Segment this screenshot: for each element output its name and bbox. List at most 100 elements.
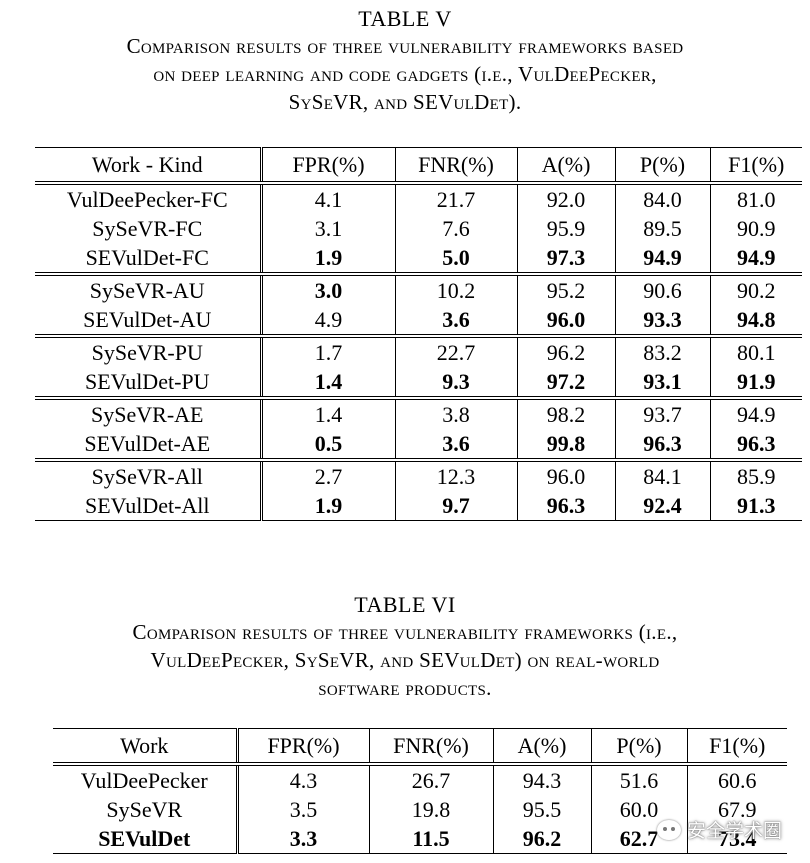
table-cell: 0.5 xyxy=(314,431,343,456)
table-row: SySeVR-All 2.7 12.3 96.0 84.1 85.9 xyxy=(35,458,802,491)
table6-header: Work FPR(%) FNR(%) A(%) P(%) F1(%) xyxy=(53,728,787,764)
table-cell: 3.6 xyxy=(394,429,517,460)
table-cell: 91.3 xyxy=(709,491,802,521)
table-row: VulDeePecker-FC 4.1 21.7 92.0 84.0 81.0 xyxy=(35,181,802,214)
watermark-text: 安全学术圈 xyxy=(686,820,782,842)
table5-caption: TABLE V Comparison results of three vuln… xyxy=(0,6,810,116)
table-cell: 10.2 xyxy=(394,272,517,305)
table-cell: 73.4 xyxy=(686,824,787,854)
row-label: SEVulDet-AE xyxy=(35,429,263,460)
table5-number: TABLE V xyxy=(358,6,452,31)
table-cell: 83.2 xyxy=(614,334,710,367)
row-label: SEVulDet xyxy=(53,824,239,854)
table-cell: 51.6 xyxy=(590,762,687,795)
table-cell: 4.9 xyxy=(314,307,343,332)
table-cell: 26.7 xyxy=(368,762,493,795)
table-cell: 92.0 xyxy=(516,181,615,214)
column-header: FNR(%) xyxy=(368,728,493,764)
column-header: FPR(%) xyxy=(292,152,365,177)
table-cell: 1.4 xyxy=(261,396,395,429)
table-cell: 80.1 xyxy=(709,334,802,367)
table6: Work FPR(%) FNR(%) A(%) P(%) F1(%) VulDe… xyxy=(53,728,787,854)
table-cell: 7.6 xyxy=(394,214,517,243)
column-header: P(%) xyxy=(590,728,687,764)
table-cell: 90.6 xyxy=(614,272,710,305)
table-row: SySeVR 3.5 19.8 95.5 60.0 67.9 xyxy=(53,795,787,824)
table-cell: 98.2 xyxy=(516,396,615,429)
table-cell: 93.7 xyxy=(614,396,710,429)
row-label: SEVulDet-All xyxy=(35,491,263,521)
table-cell: 1.9 xyxy=(314,245,343,270)
table-cell: 93.3 xyxy=(614,305,710,336)
table-cell: 84.1 xyxy=(614,458,710,491)
table-cell: 1.4 xyxy=(314,369,343,394)
watermark: 安全学术圈 xyxy=(656,816,782,843)
row-label: SySeVR-FC xyxy=(35,214,263,243)
table-cell: 81.0 xyxy=(709,181,802,214)
table-cell: 95.9 xyxy=(516,214,615,243)
table-cell: 94.9 xyxy=(709,396,802,429)
table5-row-group: SySeVR-All 2.7 12.3 96.0 84.1 85.9 SEVulDet-Al… xyxy=(35,458,802,521)
table-cell: 92.4 xyxy=(614,491,710,521)
table-cell: 12.3 xyxy=(394,458,517,491)
column-header: P(%) xyxy=(614,147,710,183)
table-cell: 96.3 xyxy=(614,429,710,460)
wechat-icon xyxy=(656,819,681,840)
table5-row-group: VulDeePecker-FC 4.1 21.7 92.0 84.0 81.0 SySeVR… xyxy=(35,181,802,274)
column-header: A(%) xyxy=(492,728,591,764)
table-cell: 94.8 xyxy=(709,305,802,336)
table6-number: TABLE VI xyxy=(354,592,456,617)
table-cell: 60.0 xyxy=(590,795,687,824)
row-label: SEVulDet-AU xyxy=(35,305,263,336)
row-label: SySeVR-All xyxy=(35,458,263,491)
table-row: VulDeePecker 4.3 26.7 94.3 51.6 60.6 xyxy=(53,762,787,795)
table-cell: 3.0 xyxy=(261,272,395,305)
table-cell: 96.0 xyxy=(516,305,615,336)
row-label: SySeVR xyxy=(53,795,239,824)
table6-caption-line: VulDeePecker, SySeVR, and SEVulDet) on r… xyxy=(150,648,660,672)
table-cell: 90.2 xyxy=(709,272,802,305)
table6-caption-line: software products. xyxy=(318,676,492,700)
table-cell: 96.3 xyxy=(709,429,802,460)
table-cell: 95.5 xyxy=(492,795,591,824)
table-row: SEVulDet 3.3 11.5 96.2 62.7 73.4 xyxy=(53,824,787,854)
table-row: SEVulDet-All 1.9 9.7 96.3 92.4 91.3 xyxy=(35,491,802,521)
table6-body: VulDeePecker 4.3 26.7 94.3 51.6 60.6 SySeVR 3.5… xyxy=(53,762,787,854)
table-row: SySeVR-PU 1.7 22.7 96.2 83.2 80.1 xyxy=(35,334,802,367)
table-cell: 3.1 xyxy=(314,216,343,241)
table5-caption-line: SySeVR, and SEVulDet). xyxy=(288,90,522,114)
table-cell: 94.3 xyxy=(492,762,591,795)
table-cell: 3.8 xyxy=(394,396,517,429)
table-cell: 1.7 xyxy=(261,334,395,367)
column-header: F1(%) xyxy=(709,147,802,183)
table-cell: 93.1 xyxy=(614,367,710,398)
column-header: FNR(%) xyxy=(394,147,517,183)
table-cell: 4.3 xyxy=(237,762,369,795)
table-cell: 85.9 xyxy=(709,458,802,491)
table-cell: 94.9 xyxy=(709,243,802,274)
table-cell: 94.9 xyxy=(614,243,710,274)
table5-header: Work - Kind FPR(%) FNR(%) A(%) P(%) F1(%… xyxy=(35,147,802,183)
row-label: SySeVR-AE xyxy=(35,396,263,429)
column-header: Work xyxy=(53,728,239,764)
table-cell: 4.1 xyxy=(261,181,395,214)
table-row: SySeVR-AE 1.4 3.8 98.2 93.7 94.9 xyxy=(35,396,802,429)
table-cell: 3.3 xyxy=(237,824,369,854)
table5-row-group: SySeVR-AE 1.4 3.8 98.2 93.7 94.9 SEVulDet-AE 0.… xyxy=(35,396,802,460)
table-cell: 21.7 xyxy=(394,181,517,214)
table5: Work - Kind FPR(%) FNR(%) A(%) P(%) F1(%… xyxy=(35,147,802,521)
table-row: SEVulDet-FC 1.9 5.0 97.3 94.9 94.9 xyxy=(35,243,802,274)
table-cell: 9.7 xyxy=(394,491,517,521)
table-cell: 95.2 xyxy=(516,272,615,305)
table-cell: 3.5 xyxy=(289,797,318,822)
table-cell: 3.6 xyxy=(394,305,517,336)
table-cell: 89.5 xyxy=(614,214,710,243)
table5-row-group: SySeVR-AU 3.0 10.2 95.2 90.6 90.2 SEVulDet-AU 4… xyxy=(35,272,802,336)
row-label: SEVulDet-PU xyxy=(35,367,263,398)
row-label: VulDeePecker-FC xyxy=(35,181,263,214)
table-cell: 90.9 xyxy=(709,214,802,243)
table-row: SEVulDet-PU 1.4 9.3 97.2 93.1 91.9 xyxy=(35,367,802,398)
row-label: SEVulDet-FC xyxy=(35,243,263,274)
table-cell: 11.5 xyxy=(368,824,493,854)
column-header: FPR(%) xyxy=(267,733,340,758)
